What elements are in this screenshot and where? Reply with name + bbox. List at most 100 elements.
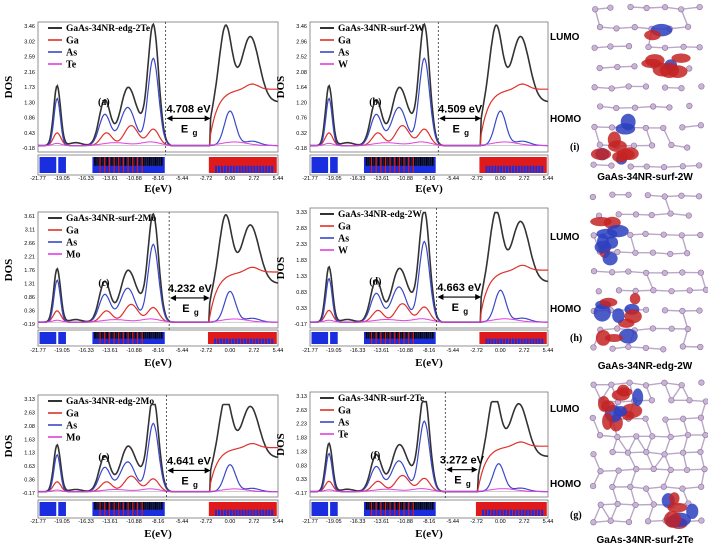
legend-as-label: As <box>66 238 77 249</box>
conduction-blue-level <box>511 338 514 344</box>
x-tick-label: -2.72 <box>200 519 213 525</box>
x-tick-label: -16.33 <box>78 519 94 525</box>
valence-level <box>397 157 400 166</box>
panel-title: GaAs-34NR-surf-2W <box>338 24 425 34</box>
valence-level <box>154 157 157 166</box>
conduction-blue-level <box>514 338 517 344</box>
bond <box>616 436 629 454</box>
x-tick-label: -2.72 <box>470 176 483 182</box>
y-tick-label: 0.33 <box>296 477 307 483</box>
valence-red-level <box>394 332 396 344</box>
atom <box>679 307 686 315</box>
conduction-blue-level <box>244 165 247 173</box>
orbital-lobe-negative <box>618 328 638 344</box>
atom <box>596 65 603 72</box>
conduction-blue-level <box>497 338 500 344</box>
atom <box>680 43 687 50</box>
conduction-blue-level <box>508 338 511 344</box>
conduction-blue-level <box>517 338 520 344</box>
atom <box>631 24 638 31</box>
valence-level <box>128 332 131 339</box>
x-tick-label: -13.61 <box>374 176 390 182</box>
y-tick-label: 2.08 <box>296 70 307 76</box>
atom <box>642 124 649 132</box>
x-tick-label: -8.16 <box>152 176 165 182</box>
conduction-blue-level <box>268 338 271 344</box>
valence-red-level <box>113 157 115 173</box>
y-tick-label: 3.46 <box>296 24 307 30</box>
conduction-blue-level <box>232 165 235 173</box>
atom <box>596 23 604 31</box>
x-tick-label: 0.00 <box>495 519 506 525</box>
bond <box>680 9 689 28</box>
atom <box>625 268 632 275</box>
orbital-render-h: LUMO HOMO (h) GaAs-34NR-edg-2W <box>550 191 708 372</box>
atom <box>632 211 640 218</box>
valence-level <box>429 157 432 166</box>
valence-red-level <box>412 332 414 344</box>
x-tick-label: -21.77 <box>30 348 46 354</box>
y-tick-label: 3.33 <box>296 210 307 216</box>
y-axis-label: DOS <box>3 76 15 99</box>
conduction-blue-level <box>500 338 503 344</box>
valence-level <box>144 157 147 166</box>
gap-arrow-right-head <box>203 294 210 301</box>
atom <box>596 432 604 439</box>
gap-arrow-right-head <box>204 467 211 474</box>
valence-red-level <box>394 157 396 173</box>
panel-title: GaAs-34NR-edg-2Te <box>66 24 150 34</box>
valence-red-level <box>141 157 143 173</box>
x-tick-label: -8.16 <box>423 348 436 354</box>
x-tick-label: -8.16 <box>152 519 165 525</box>
valence-level <box>130 332 133 339</box>
atom <box>697 414 705 421</box>
conduction-blue-level <box>513 509 516 516</box>
atom <box>696 162 703 169</box>
bond <box>600 504 612 522</box>
atom <box>649 249 657 256</box>
x-tick-label: 5.44 <box>543 519 554 525</box>
conduction-blue-level <box>511 165 514 173</box>
dos-panel-a: 3.46 3.02 2.59 2.16 1.73 1.30 0.86 0.43 -0.18 DOS… <box>3 21 284 195</box>
plot-frame <box>309 207 549 329</box>
atom <box>607 43 614 50</box>
conduction-blue-level <box>220 338 223 344</box>
atom <box>662 416 669 423</box>
x-tick-label: -16.33 <box>350 519 366 525</box>
band-block-deep <box>311 502 338 516</box>
x-tick-label: -5.44 <box>447 348 460 354</box>
y-axis-label: DOS <box>275 257 287 280</box>
y-tick-label: 2.63 <box>296 408 307 414</box>
orbital-lobe-positive <box>667 502 688 513</box>
valence-red-level <box>398 332 400 344</box>
atom <box>648 397 655 404</box>
plot-frame <box>309 391 549 498</box>
x-tick-label: -10.88 <box>126 176 142 182</box>
conduction-blue-level <box>500 165 503 173</box>
conduction-blue-level <box>503 509 506 516</box>
atom <box>684 325 691 333</box>
x-tick-label: -13.61 <box>102 519 118 525</box>
valence-level <box>98 502 100 510</box>
x-tick-label: -5.44 <box>176 519 189 525</box>
x-tick-label: 5.44 <box>273 176 284 182</box>
valence-level <box>142 502 145 510</box>
valence-level <box>403 502 406 510</box>
gap-symbol: E <box>454 475 461 487</box>
gap-symbol: E <box>182 303 189 315</box>
gap-symbol: E <box>181 123 188 135</box>
atom <box>609 191 616 198</box>
conduction-blue-level <box>215 509 218 516</box>
atom <box>698 483 705 490</box>
x-tick-label: -13.61 <box>102 176 118 182</box>
atom <box>590 268 598 275</box>
gap-symbol-subscript: g <box>194 308 199 317</box>
valence-level <box>112 157 114 166</box>
valence-level <box>150 157 153 166</box>
conduction-blue-level <box>250 165 253 173</box>
valence-level <box>395 332 398 339</box>
valence-level <box>371 157 374 166</box>
conduction-blue-level <box>244 509 247 516</box>
atom <box>590 344 597 351</box>
valence-red-level <box>104 502 106 516</box>
